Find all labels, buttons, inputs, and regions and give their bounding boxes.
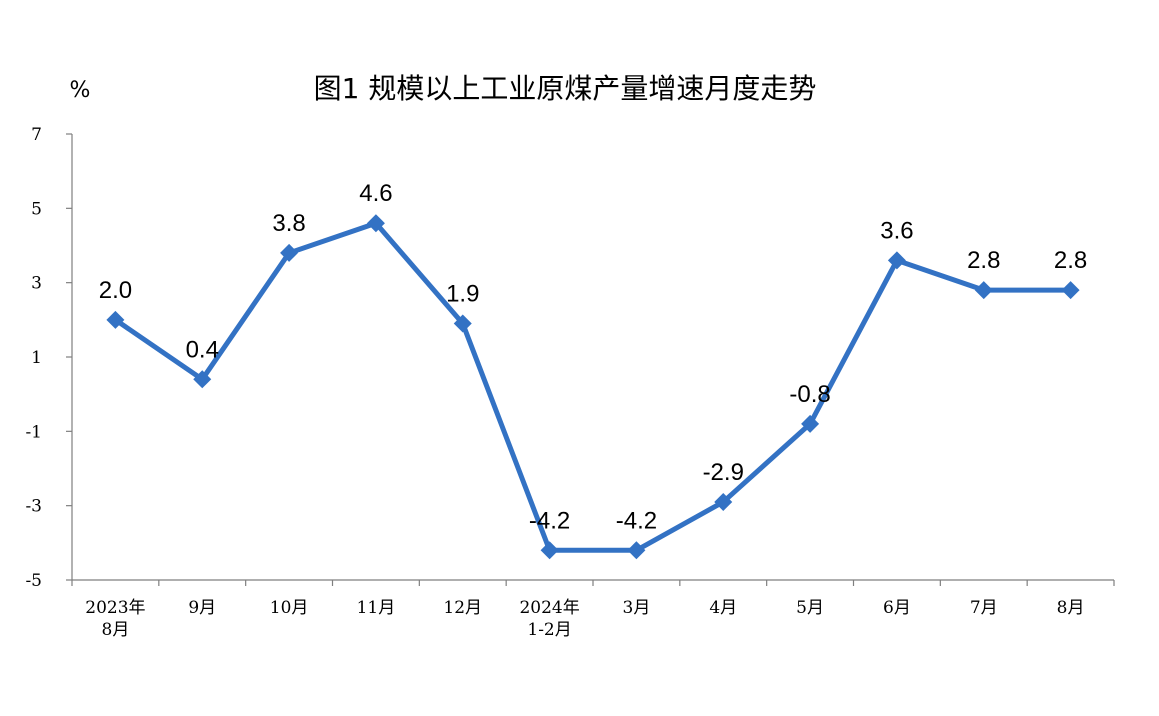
x-tick-label-line: 12月 (443, 598, 482, 618)
y-tick-label: 5 (31, 199, 42, 219)
x-tick-label-line: 11月 (357, 598, 396, 618)
x-tick-label-line: 7月 (970, 598, 998, 618)
x-tick-label-line: 1-2月 (527, 620, 571, 640)
y-tick-label: 1 (31, 348, 42, 368)
data-label: -4.2 (616, 507, 657, 534)
x-tick-label: 3月 (623, 598, 651, 618)
x-tick-label: 2024年 1-2月 (519, 598, 579, 640)
data-point-marker (453, 314, 472, 333)
data-label: -2.9 (703, 459, 744, 486)
data-point-marker (714, 492, 733, 511)
data-point-marker (280, 243, 299, 262)
data-point-marker (974, 281, 993, 300)
data-point-marker (627, 541, 646, 560)
data-label: 0.4 (186, 336, 219, 363)
x-tick-label: 8月 (1057, 598, 1085, 618)
x-tick-label: 5月 (796, 598, 824, 618)
data-labels: 2.0 0.4 3.8 4.6 1.9 -4.2 -4.2 -2.9 -0.8 3.6 2.8 2.8 (99, 180, 1088, 534)
x-tick-label-line: 2023年 (85, 598, 145, 618)
data-point-marker (540, 541, 559, 560)
series-group (106, 214, 1080, 560)
y-tick-label: -3 (25, 497, 42, 517)
x-tick-label: 4月 (709, 598, 737, 618)
y-tick-label: 7 (31, 125, 42, 145)
x-tick-label: 10月 (270, 598, 309, 618)
x-tick-label: 2023年 8月 (85, 598, 145, 640)
x-tick-label-line: 10月 (270, 598, 309, 618)
x-tick-label-line: 8月 (102, 620, 130, 640)
x-tick-label: 11月 (357, 598, 396, 618)
x-tick-label-line: 4月 (709, 598, 737, 618)
x-tick-label: 9月 (188, 598, 216, 618)
y-axis-unit: % (70, 78, 91, 103)
x-tick-label: 6月 (883, 598, 911, 618)
y-tick-label: -5 (25, 571, 42, 591)
y-tick-label: -1 (25, 422, 42, 442)
data-label: -0.8 (789, 381, 830, 408)
x-tick-label-line: 9月 (188, 598, 216, 618)
chart-title: 图1 规模以上工业原煤产量增速月度走势 (314, 72, 817, 105)
data-label: -4.2 (529, 507, 570, 534)
x-tick-label-line: 5月 (796, 598, 824, 618)
x-tick-label-line: 3月 (623, 598, 651, 618)
data-point-marker (106, 310, 125, 329)
x-tick-label-line: 6月 (883, 598, 911, 618)
x-tick-label: 12月 (443, 598, 482, 618)
data-label: 2.8 (967, 247, 1000, 274)
data-label: 3.8 (272, 210, 305, 237)
data-label: 2.8 (1054, 247, 1087, 274)
series-line (112, 220, 1074, 553)
data-label: 2.0 (99, 277, 132, 304)
data-point-marker (366, 214, 385, 233)
data-label: 1.9 (446, 281, 479, 308)
data-point-marker (193, 370, 212, 389)
y-tick-labels: 7 5 3 1 -1 -3 -5 (25, 125, 42, 591)
x-tick-label-line: 8月 (1057, 598, 1085, 618)
axes (66, 133, 1115, 586)
data-point-marker (887, 251, 906, 270)
y-tick-label: 3 (31, 274, 42, 294)
data-label: 3.6 (880, 217, 913, 244)
x-tick-label-line: 2024年 (519, 598, 579, 618)
data-label: 4.6 (359, 180, 392, 207)
data-point-marker (1061, 281, 1080, 300)
data-point-marker (801, 414, 820, 433)
x-tick-label: 7月 (970, 598, 998, 618)
